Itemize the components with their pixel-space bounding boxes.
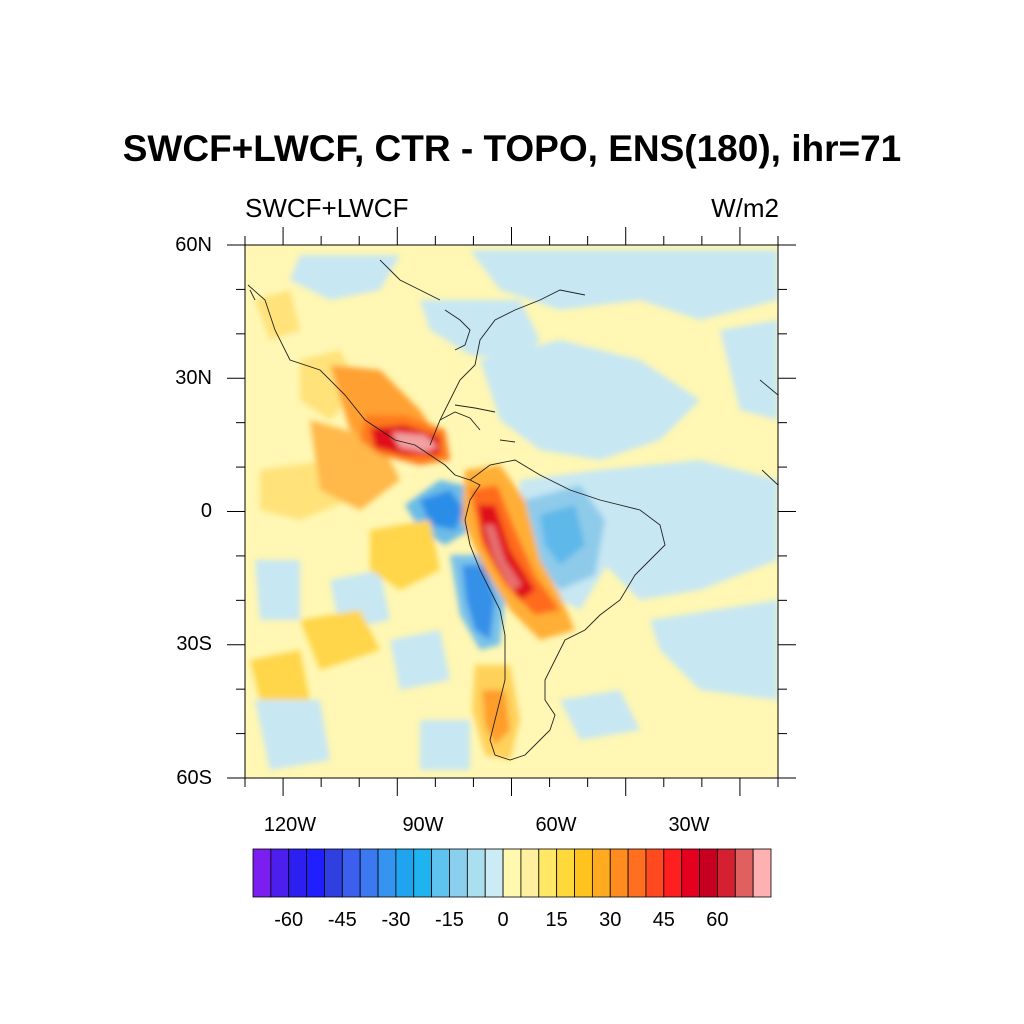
colorbar-tick-label: 60: [706, 909, 729, 931]
lon-label-60w: 60W: [535, 814, 577, 836]
variable-subtitle: SWCF+LWCF: [245, 193, 409, 223]
colorbar-tick-label: -30: [381, 909, 411, 931]
colorbar-tick-label: -15: [435, 909, 464, 931]
lat-label-30s: 30S: [176, 633, 212, 655]
coastlines: [247, 259, 778, 761]
colorbar-tick-label: 30: [599, 909, 622, 931]
lat-label-60n: 60N: [175, 234, 212, 256]
units-subtitle: W/m2: [711, 193, 779, 223]
figure-title: SWCF+LWCF, CTR - TOPO, ENS(180), ihr=71: [122, 128, 902, 169]
lon-label-90w: 90W: [402, 814, 444, 836]
lon-label-120w: 120W: [263, 814, 317, 836]
contour-field: [245, 245, 778, 778]
lat-label-eq: 0: [200, 500, 212, 522]
colorbar-tick-label: 0: [497, 909, 509, 931]
lat-label-30n: 30N: [175, 367, 212, 389]
lat-label-60s: 60S: [176, 767, 212, 789]
colorbar-tick-label: 15: [545, 909, 568, 931]
lon-label-30w: 30W: [668, 814, 710, 836]
axis-ticks: [227, 227, 796, 796]
colorbar-tick-label: -45: [327, 909, 357, 931]
colorbar-tick-label: 45: [652, 909, 675, 931]
colorbar-tick-label: -60: [274, 909, 304, 931]
